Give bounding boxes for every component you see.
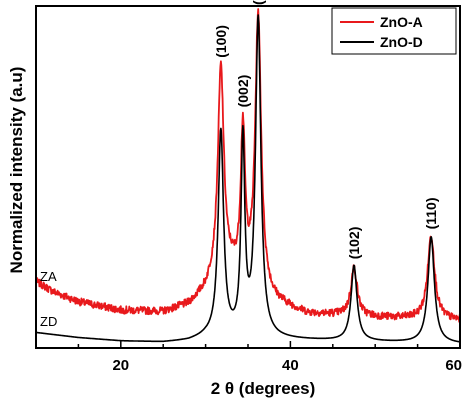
peak-labels: (100) (002) (101) (102) (110): [213, 0, 439, 259]
legend: ZnO-A ZnO-D: [331, 7, 457, 55]
series-line-zno-d: [35, 14, 461, 343]
peak-label: (002): [235, 75, 251, 108]
peak-label: (100): [213, 25, 229, 58]
trace-label-za: ZA: [40, 269, 57, 284]
y-axis-title: Normalized intensity (a.u): [7, 67, 26, 274]
trace-label-zd: ZD: [40, 314, 57, 329]
x-tick-label: 40: [282, 357, 299, 374]
x-tick-label: 20: [112, 357, 129, 374]
plot-area: [36, 6, 460, 348]
legend-box: [331, 7, 457, 55]
x-axis: 20 40 60: [35, 341, 462, 374]
series-line-zno-a: [35, 8, 461, 323]
legend-label-zno-a: ZnO-A: [380, 14, 423, 30]
peak-label: (101): [250, 0, 266, 5]
x-axis-title: 2 θ (degrees): [211, 379, 316, 398]
trace-labels: ZA ZD: [40, 269, 57, 329]
peak-label: (102): [346, 227, 362, 260]
x-tick-label: 60: [445, 357, 462, 374]
legend-label-zno-d: ZnO-D: [380, 34, 423, 50]
peak-label: (110): [423, 197, 439, 229]
series-layer: [35, 8, 461, 343]
